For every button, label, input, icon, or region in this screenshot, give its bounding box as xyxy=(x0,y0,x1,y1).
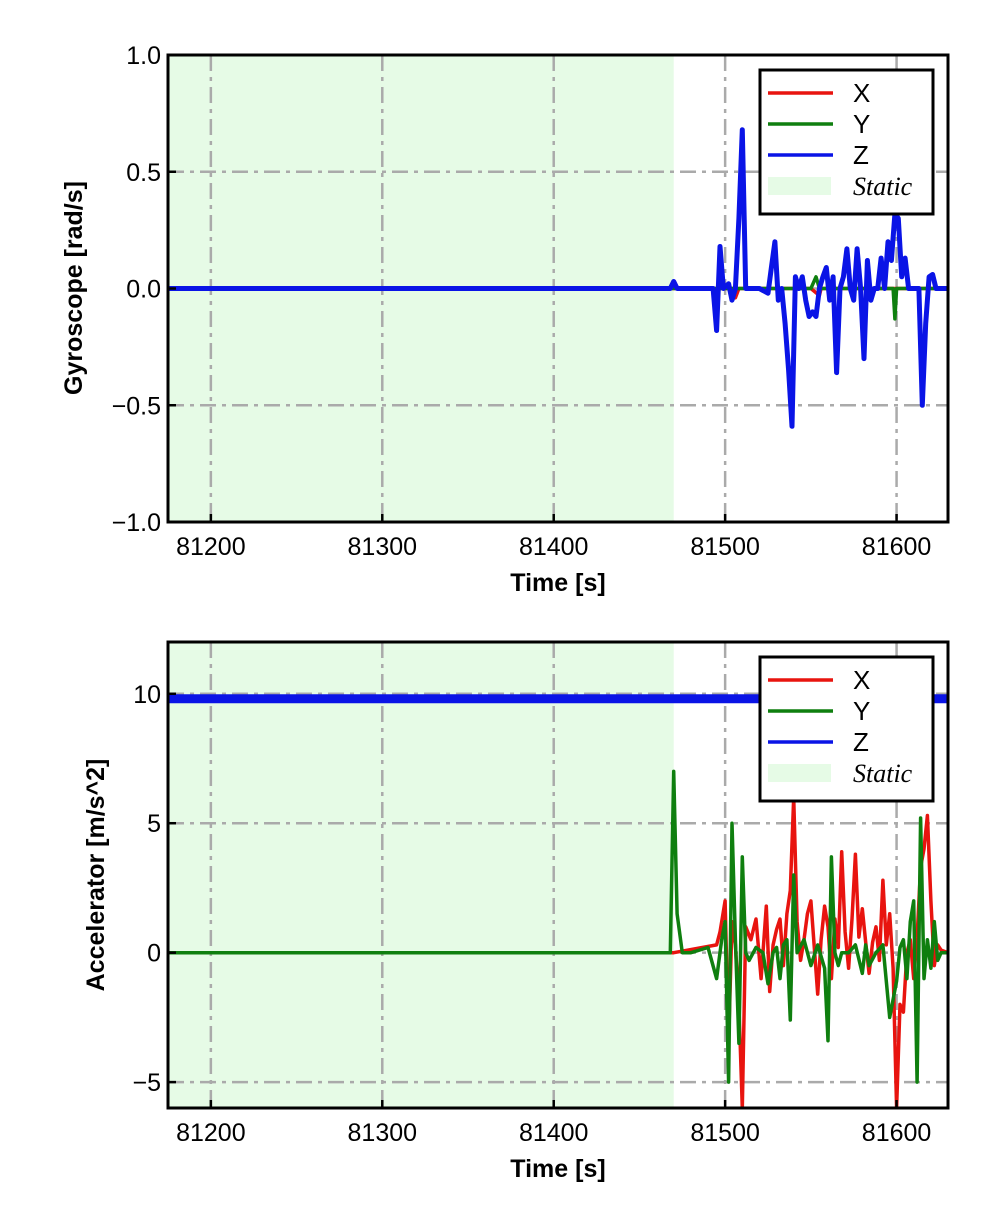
x-axis-label: Time [s] xyxy=(510,1155,605,1183)
accelerator-plot: 81200 81300 81400 81500 81600 10 5 0 −5 Time [s]… xyxy=(82,640,950,1183)
gyroscope-plot: 81200 81300 81400 81500 81600 1.0 0.5 0.0 −0.5 −1… xyxy=(60,42,950,597)
legend-label-y: Y xyxy=(853,696,870,726)
legend-label-z: Z xyxy=(853,727,869,757)
y-tick-label: −1.0 xyxy=(112,509,161,537)
legend-swatch-static xyxy=(768,177,831,195)
x-tick-label: 81200 xyxy=(176,1119,246,1147)
series-line-y xyxy=(168,275,948,321)
legend-label-z: Z xyxy=(853,140,869,170)
x-tick-label: 81600 xyxy=(862,533,932,561)
legend-swatch-static xyxy=(768,764,831,782)
legend: X Y Z Static xyxy=(758,68,935,216)
series-lines xyxy=(168,127,948,429)
x-tick-label: 81400 xyxy=(519,533,589,561)
y-tick-label: 1.0 xyxy=(126,42,161,70)
series-line-z xyxy=(168,127,948,429)
x-axis-label: Time [s] xyxy=(510,569,605,597)
y-axis-label: Accelerator [m/s^2] xyxy=(82,759,110,992)
plot-frame xyxy=(166,640,950,1110)
y-tick-label: −5 xyxy=(132,1069,161,1097)
x-tick-label: 81200 xyxy=(176,533,246,561)
x-tick-label: 81400 xyxy=(519,1119,589,1147)
y-tick-label: 5 xyxy=(147,810,161,838)
y-tick-label: 0.5 xyxy=(126,159,161,187)
y-tick-label: 0 xyxy=(147,940,161,968)
y-axis-label: Gyroscope [rad/s] xyxy=(60,181,88,395)
legend-label-x: X xyxy=(853,78,870,108)
legend-label-static: Static xyxy=(853,172,913,201)
x-tick-label: 81600 xyxy=(862,1119,932,1147)
static-region xyxy=(168,642,674,1108)
legend-label-static: Static xyxy=(853,759,913,788)
axis-ticks: 81200 81300 81400 81500 81600 1.0 0.5 0.0 −0.5 −1… xyxy=(112,42,932,561)
y-tick-label: 0.0 xyxy=(126,276,161,304)
y-tick-label: 10 xyxy=(133,681,161,709)
legend-label-y: Y xyxy=(853,109,870,139)
legend-label-x: X xyxy=(853,665,870,695)
x-tick-label: 81300 xyxy=(348,1119,418,1147)
x-tick-label: 81500 xyxy=(690,533,760,561)
axis-ticks: 81200 81300 81400 81500 81600 10 5 0 −5 xyxy=(132,681,931,1147)
x-tick-label: 81300 xyxy=(348,533,418,561)
y-tick-label: −0.5 xyxy=(112,392,161,420)
legend: X Y Z Static xyxy=(758,655,935,803)
x-tick-label: 81500 xyxy=(690,1119,760,1147)
series-line-y xyxy=(168,769,948,1084)
